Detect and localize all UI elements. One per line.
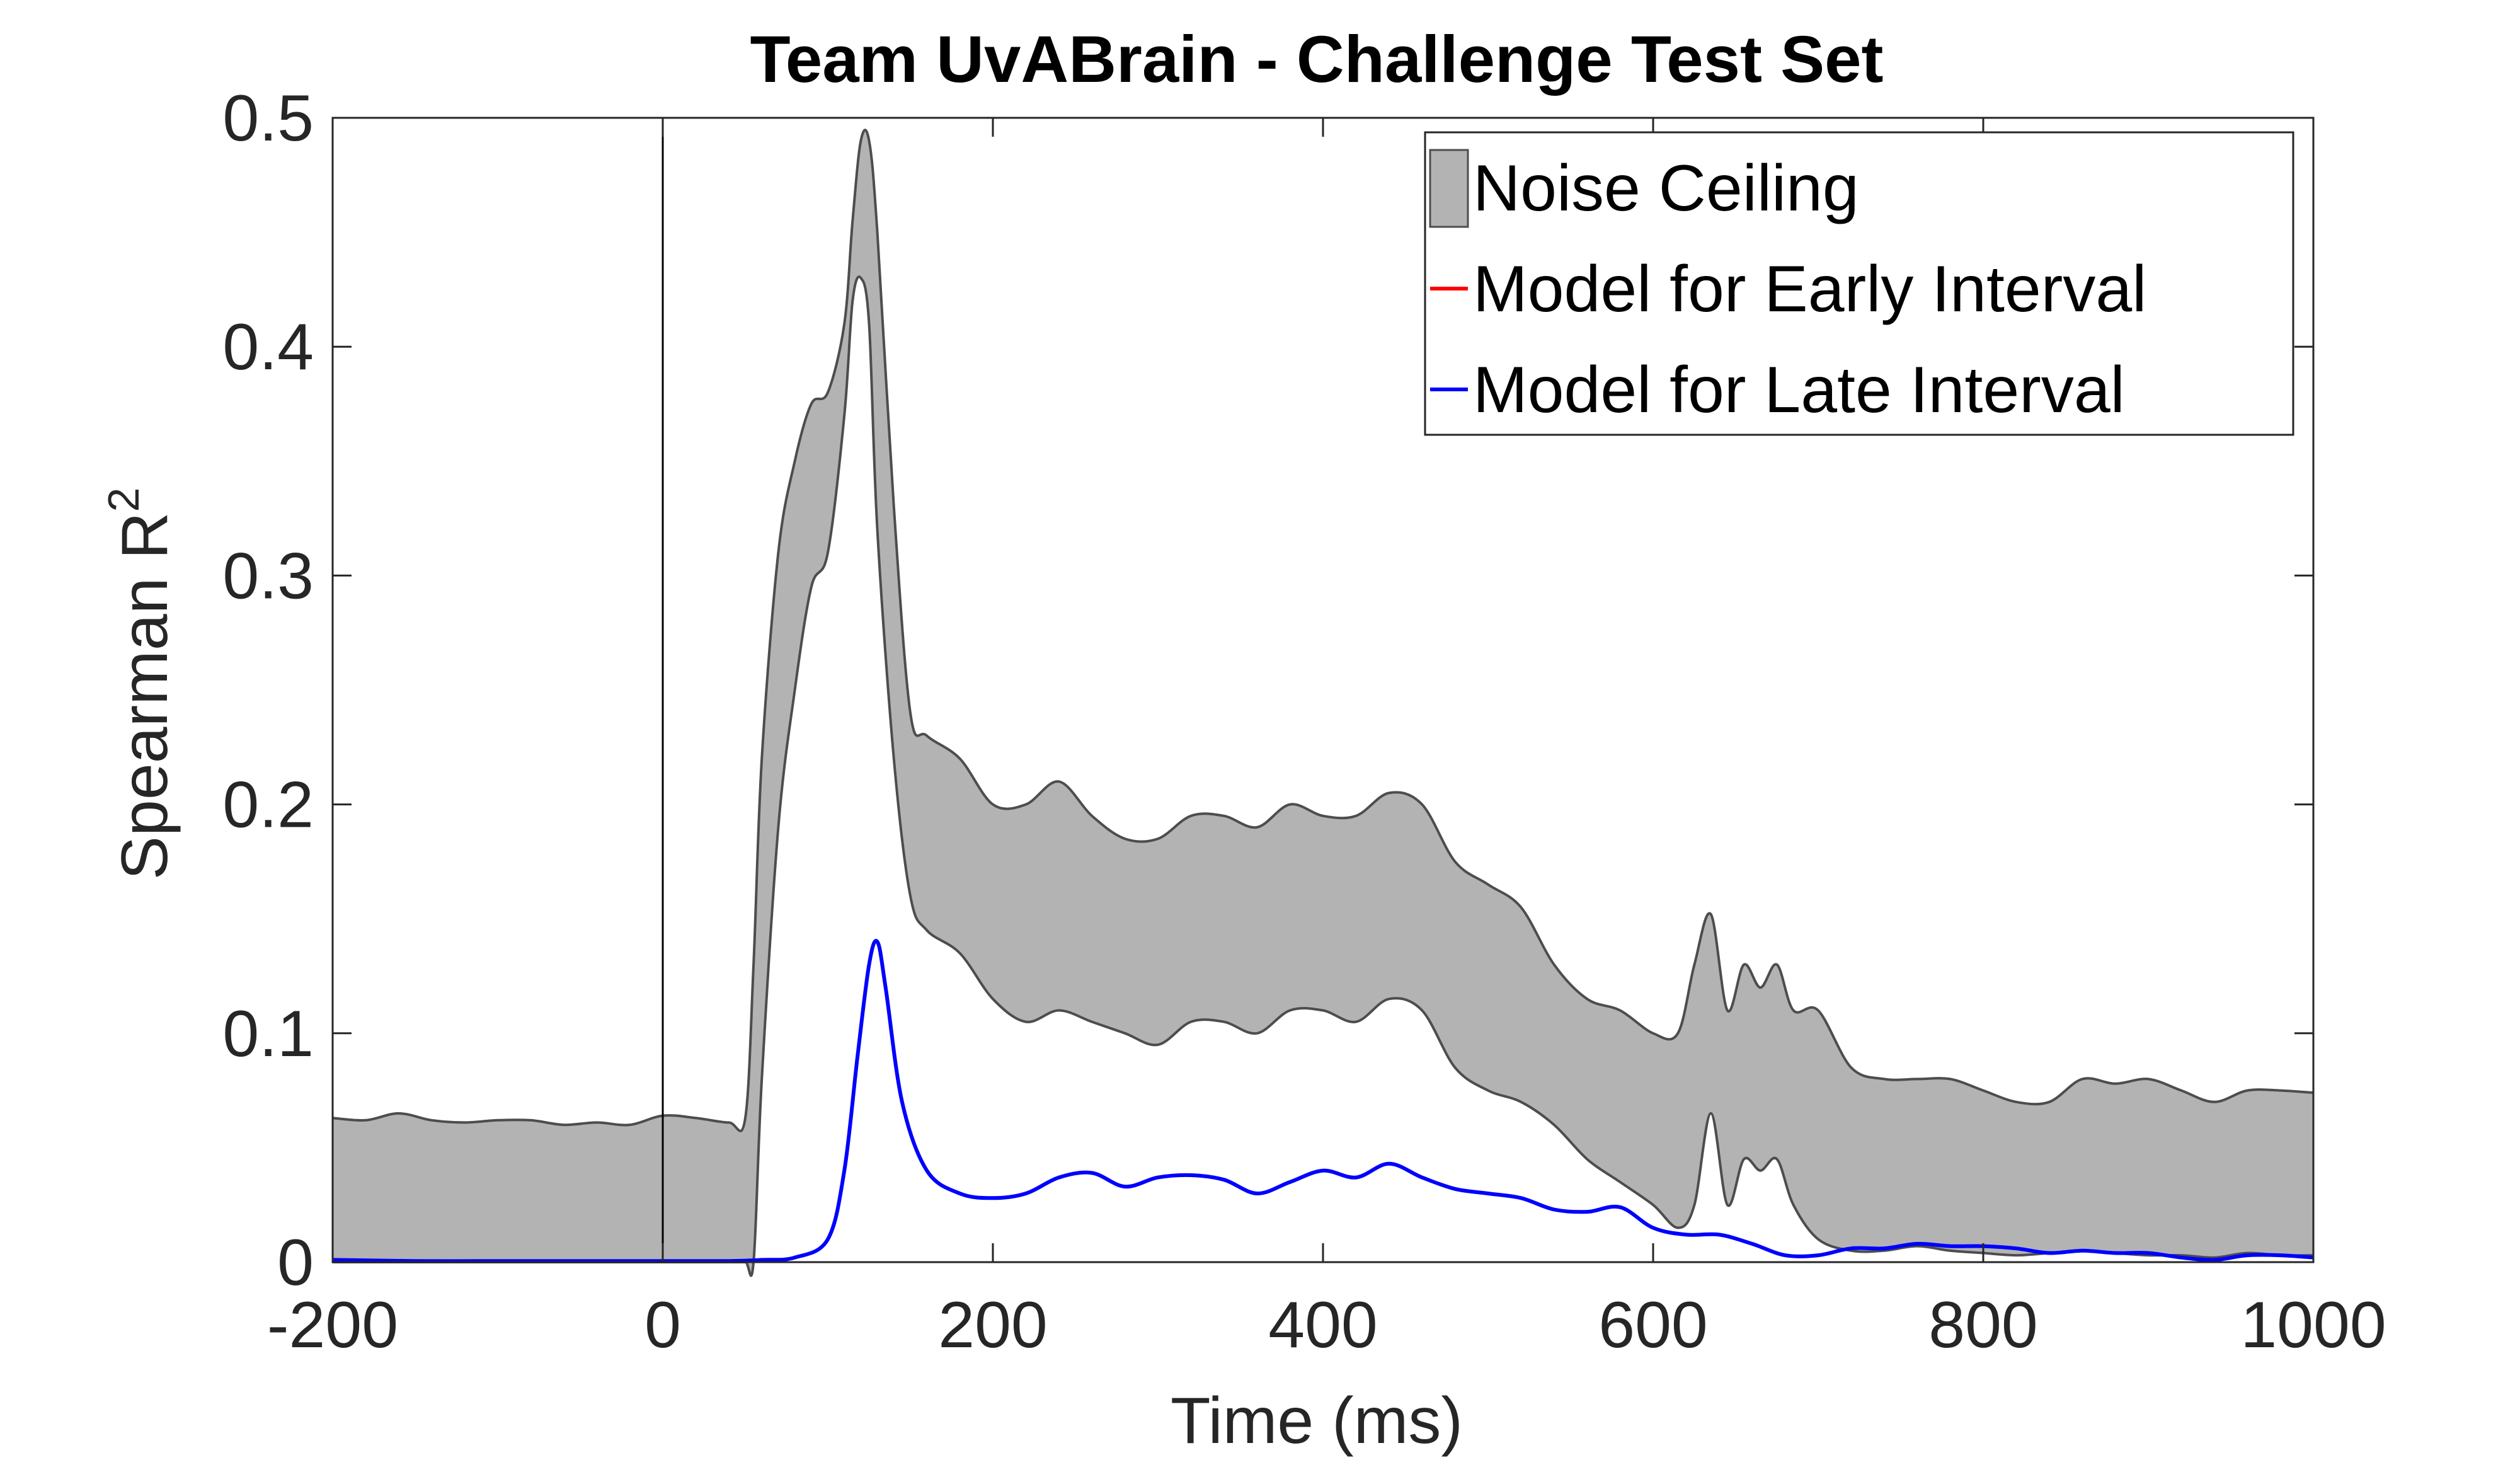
y-tick-label: 0.4 bbox=[222, 311, 314, 384]
legend-entry-label: Model for Early Interval bbox=[1473, 253, 2146, 326]
x-tick-label: 1000 bbox=[2240, 1289, 2386, 1362]
chart-title: Team UvABrain - Challenge Test Set bbox=[750, 23, 1883, 96]
plot-area bbox=[332, 118, 2314, 1277]
x-tick-label: 200 bbox=[938, 1289, 1048, 1362]
legend-entry-label: Model for Late Interval bbox=[1473, 354, 2125, 427]
y-tick-label: 0.1 bbox=[222, 997, 314, 1071]
y-tick-label: 0.2 bbox=[222, 769, 314, 842]
y-axis-label-group: Spearman R2 bbox=[99, 488, 181, 880]
series-line-0 bbox=[332, 939, 2314, 1263]
y-axis-label-text: Spearman R bbox=[108, 512, 181, 880]
y-axis-label-superscript: 2 bbox=[99, 488, 148, 512]
legend-box bbox=[1424, 131, 2294, 436]
y-tick-label: 0.5 bbox=[222, 82, 314, 155]
x-tick-label: 600 bbox=[1598, 1289, 1708, 1362]
noise-ceiling-lower-edge bbox=[333, 275, 2314, 1277]
y-axis-label: Spearman R2 bbox=[99, 488, 181, 880]
noise-ceiling-upper-edge bbox=[332, 129, 2314, 1132]
legend-entry-label: Noise Ceiling bbox=[1473, 152, 1859, 225]
x-axis-label: Time (ms) bbox=[1171, 1384, 1463, 1457]
x-tick-label: 400 bbox=[1268, 1289, 1378, 1362]
x-tick-label: 0 bbox=[644, 1289, 681, 1362]
noise-ceiling-band bbox=[333, 130, 2313, 1276]
y-tick-label: 0.3 bbox=[222, 539, 314, 612]
legend: Noise Ceiling Model for Early Interval Mod… bbox=[1424, 131, 2294, 436]
y-tick-label: 0 bbox=[277, 1226, 314, 1299]
x-tick-label: -200 bbox=[267, 1289, 398, 1362]
x-tick-label: 800 bbox=[1928, 1289, 2038, 1362]
legend-swatch-patch bbox=[1429, 149, 1469, 228]
